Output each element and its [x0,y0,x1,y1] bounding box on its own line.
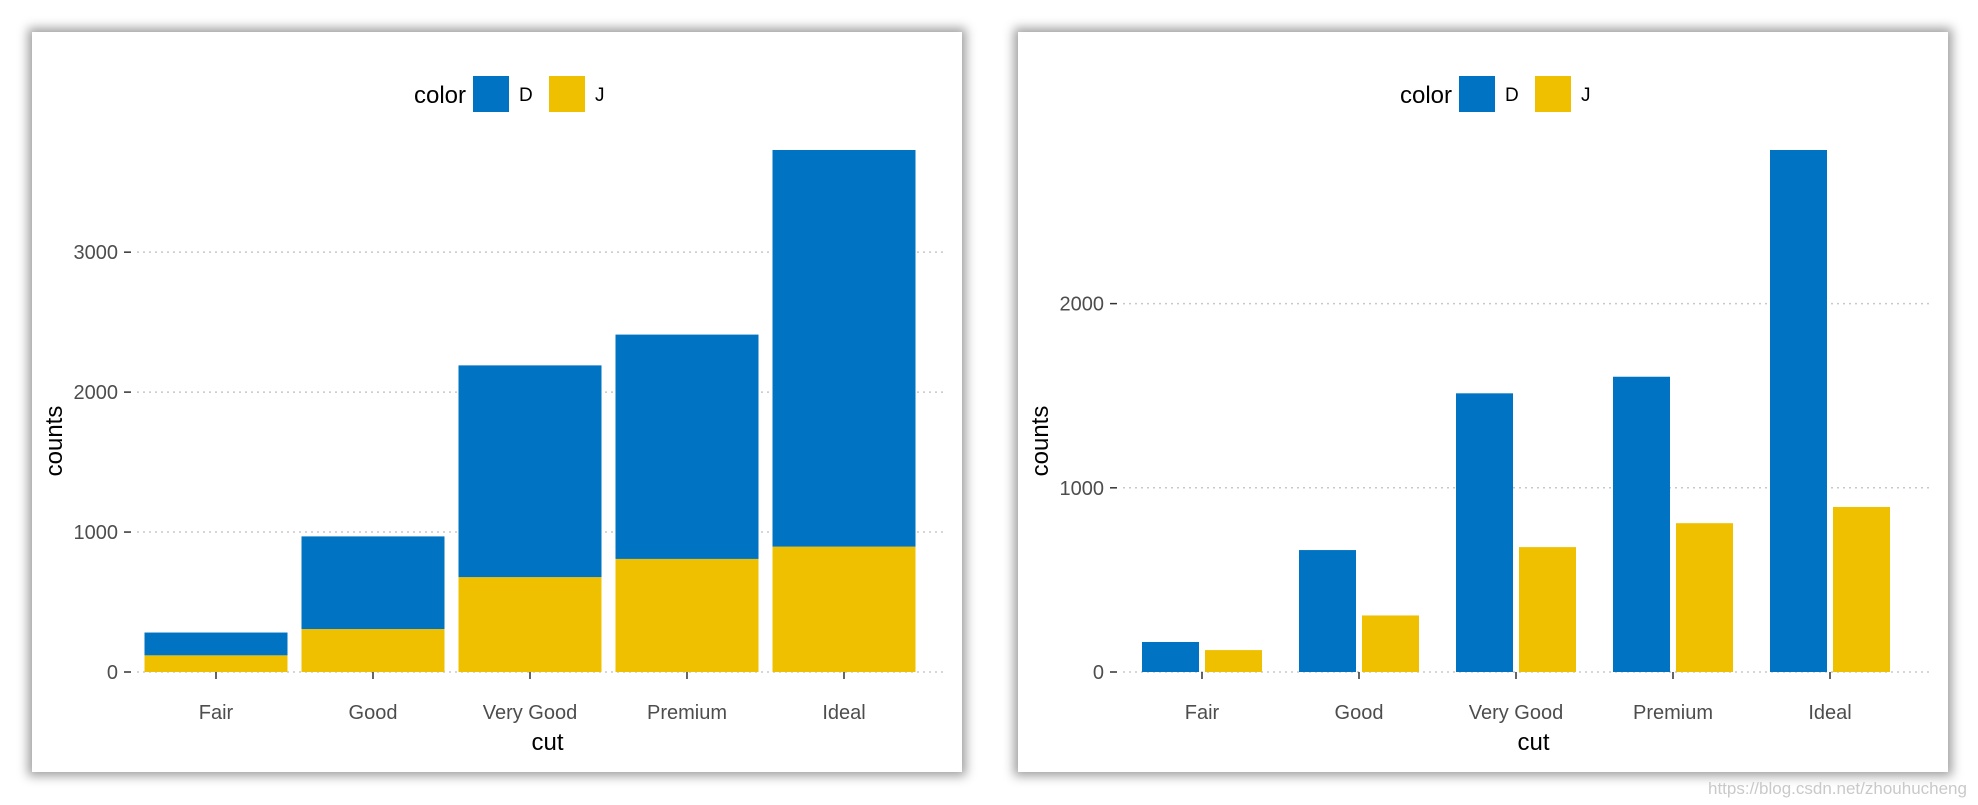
stacked-legend-label-J: J [595,85,605,106]
stacked-x-tick-label-very-good: Very Good [483,702,578,724]
grouped-y-tick-label-1000: 1000 [1060,478,1105,500]
stacked-bar-J-ideal [772,546,916,672]
grouped-bar-J-ideal [1833,506,1890,672]
stacked-y-tick-label-1000: 1000 [74,522,119,544]
stacked-x-tick-label-ideal: Ideal [822,702,865,724]
stacked-bar-J-premium [615,558,759,672]
stacked-x-tick-label-fair: Fair [199,702,234,724]
grouped-x-tick-label-good: Good [1335,702,1384,724]
grouped-legend-title: color [1400,82,1452,109]
stacked-bar-chart-panel: 0 1000 2000 3000 Fair Good Very Good Premium Ide… [32,32,962,772]
stacked-legend: color D J [414,76,605,112]
stacked-x-tick-label-premium: Premium [647,702,727,724]
grouped-bar-J-premium [1676,523,1733,672]
stacked-bar-D-premium [615,334,759,559]
stacked-bar-D-good [301,536,445,630]
grouped-bar-D-fair [1142,641,1199,672]
stacked-legend-key-D [473,76,509,112]
stacked-y-axis-title: counts [41,406,68,477]
stacked-bar-J-good [301,629,445,672]
stacked-x-axis-title: cut [531,729,563,756]
grouped-bar-J-good [1362,615,1419,672]
grouped-bar-chart: 0 1000 2000 Fair Good Very Good Premium Ideal cu… [1027,76,1933,756]
grouped-x-tick-label-fair: Fair [1185,702,1220,724]
grouped-bar-D-premium [1613,376,1670,672]
grouped-legend-label-D: D [1505,85,1519,106]
grouped-bar-J-fair [1205,650,1262,672]
grouped-y-tick-label-2000: 2000 [1060,294,1105,316]
grouped-x-tick-label-ideal: Ideal [1808,702,1851,724]
stacked-x-tick-label-good: Good [349,702,398,724]
grouped-bar-D-good [1299,550,1356,672]
grouped-x-tick-label-very-good: Very Good [1469,702,1564,724]
grouped-x-tick-label-premium: Premium [1633,702,1713,724]
grouped-bar-chart-panel: 0 1000 2000 Fair Good Very Good Premium Ideal cu… [1018,32,1948,772]
stacked-legend-title: color [414,82,466,109]
grouped-legend: color D J [1400,76,1591,112]
grouped-y-tick-label-0: 0 [1093,662,1104,684]
grouped-x-axis-title: cut [1517,729,1549,756]
stacked-y-tick-label-0: 0 [107,662,118,684]
stacked-y-tick-label-3000: 3000 [74,242,119,264]
stacked-bar-D-very-good [458,365,602,578]
grouped-legend-key-J [1535,76,1571,112]
stacked-bar-J-fair [144,655,288,672]
stacked-legend-label-D: D [519,85,533,106]
grouped-bar-D-very-good [1456,393,1513,672]
stacked-bar-J-very-good [458,577,602,672]
watermark-text: https://blog.csdn.net/zhouhucheng [1708,779,1967,798]
grouped-bar-J-very-good [1519,547,1576,672]
grouped-bar-D-ideal [1770,150,1827,672]
grouped-legend-label-J: J [1581,85,1591,106]
grouped-y-axis-title: counts [1027,406,1054,477]
stacked-bar-D-ideal [772,150,916,547]
stacked-y-tick-label-2000: 2000 [74,382,119,404]
stacked-bar-chart: 0 1000 2000 3000 Fair Good Very Good Premium Ide… [41,76,947,756]
grouped-legend-key-D [1459,76,1495,112]
stacked-legend-key-J [549,76,585,112]
stacked-bar-D-fair [144,632,288,656]
